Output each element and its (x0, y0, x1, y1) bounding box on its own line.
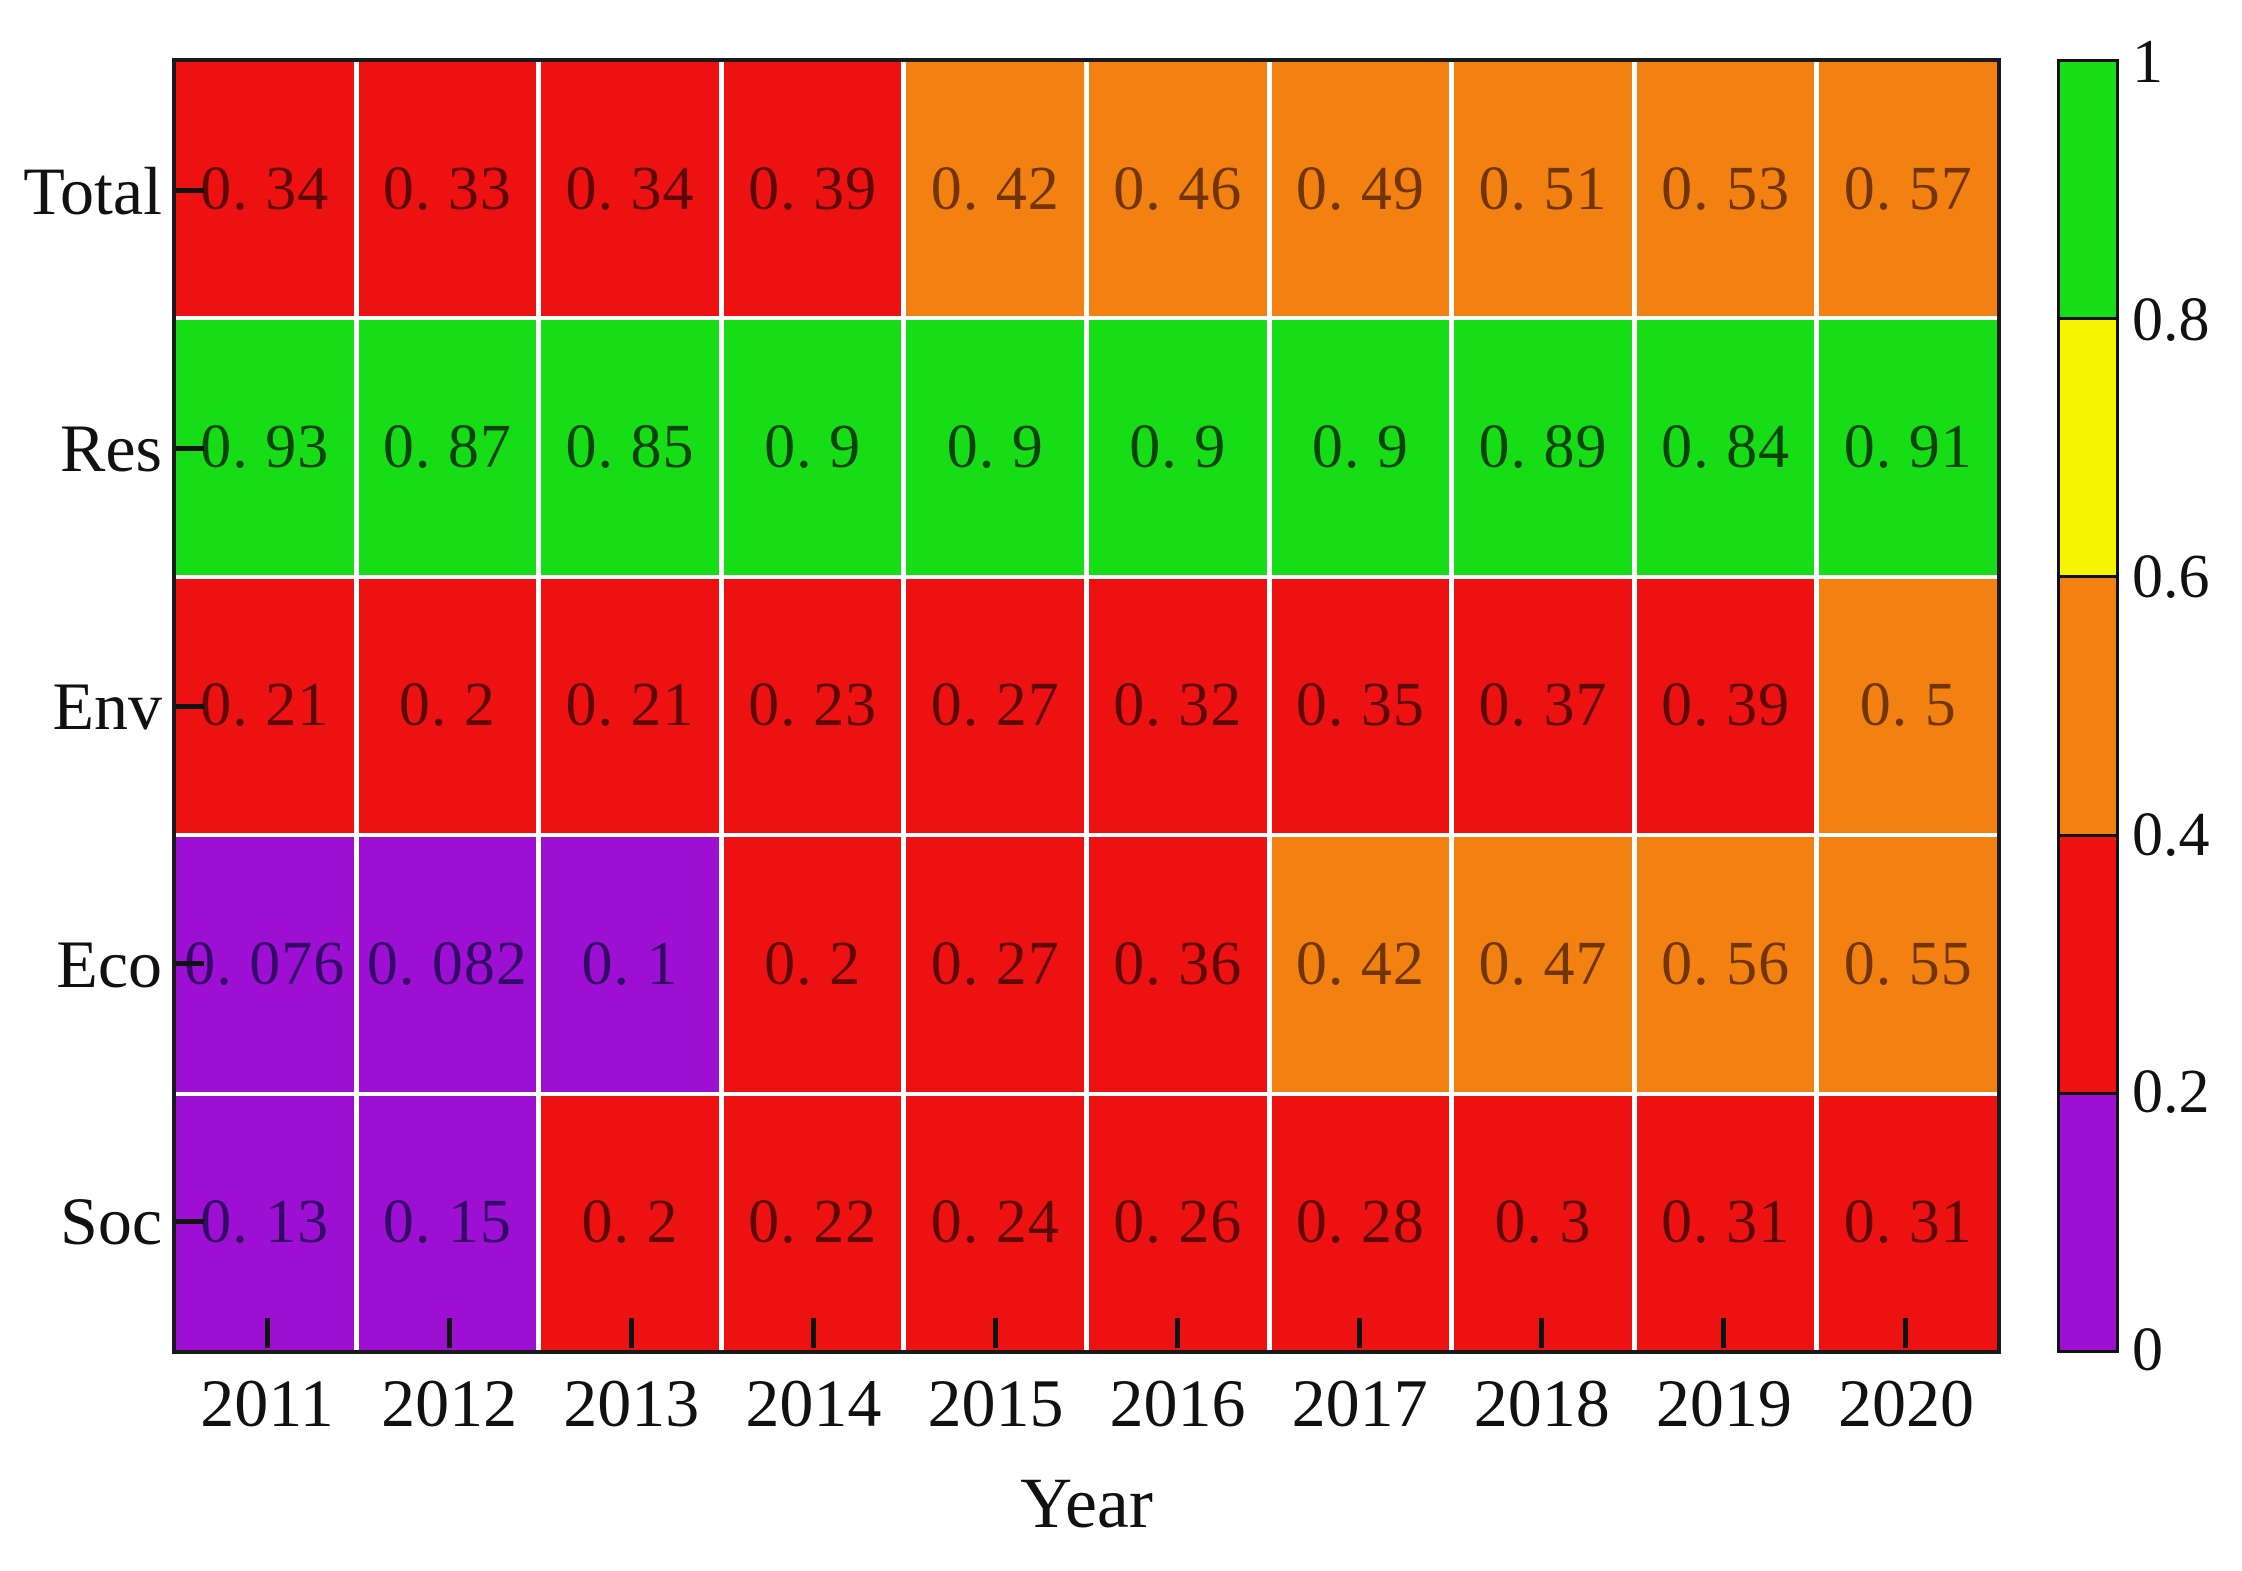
heatmap-cell-eco-2015: 0. 27 (906, 837, 1084, 1092)
heatmap-cell-soc-2016: 0. 26 (1089, 1095, 1267, 1350)
heatmap-cell-soc-2020: 0. 31 (1819, 1095, 1997, 1350)
heatmap-cell-res-2011: 0. 93 (176, 320, 354, 575)
heatmap-cell-eco-2011: 0. 076 (176, 837, 354, 1092)
colorbar-tick-label-0: 0 (2132, 1316, 2163, 1384)
x-tick-label-2013: 2013 (563, 1365, 700, 1441)
heatmap-cell-res-2015: 0. 9 (906, 320, 1084, 575)
heatmap-cell-res-2012: 0. 87 (358, 320, 537, 575)
heatmap-cell-res-2014: 0. 9 (723, 320, 902, 575)
heatmap-cell-res-2013: 0. 85 (541, 320, 719, 575)
colorbar-tick-label-0.8: 0.8 (2132, 285, 2210, 354)
heatmap-cell-env-2018: 0. 37 (1454, 578, 1632, 834)
heatmap-cell-soc-2013: 0. 2 (541, 1095, 719, 1350)
heatmap-cell-soc-2017: 0. 28 (1271, 1095, 1450, 1350)
heatmap-cell-env-2019: 0. 39 (1636, 578, 1815, 834)
heatmap-cell-total-2019: 0. 53 (1636, 62, 1815, 317)
heatmap-cell-eco-2013: 0. 1 (541, 837, 719, 1092)
heatmap-cell-env-2013: 0. 21 (541, 578, 719, 834)
colorbar-segment-yellow (2060, 317, 2116, 576)
colorbar (2057, 59, 2119, 1353)
x-tick-mark (810, 1318, 816, 1348)
y-tick-mark (176, 188, 204, 194)
x-tick-label-2014: 2014 (745, 1365, 882, 1441)
y-tick-mark (176, 445, 204, 451)
heatmap-cell-res-2019: 0. 84 (1636, 320, 1815, 575)
colorbar-segment-red (2060, 833, 2116, 1092)
colorbar-tick-label-0.4: 0.4 (2132, 800, 2210, 869)
heatmap-cell-soc-2011: 0. 13 (176, 1095, 354, 1350)
heatmap-cell-soc-2014: 0. 22 (723, 1095, 902, 1350)
x-tick-mark (1357, 1318, 1363, 1348)
heatmap-cell-total-2013: 0. 34 (541, 62, 719, 317)
heatmap-cell-env-2014: 0. 23 (723, 578, 902, 834)
x-tick-mark (264, 1318, 270, 1348)
heatmap-cell-total-2020: 0. 57 (1819, 62, 1997, 317)
heatmap-cell-eco-2017: 0. 42 (1271, 837, 1450, 1092)
heatmap-cell-eco-2016: 0. 36 (1089, 837, 1267, 1092)
x-tick-mark (1175, 1318, 1181, 1348)
heatmap-cell-total-2018: 0. 51 (1454, 62, 1632, 317)
heatmap-cell-env-2020: 0. 5 (1819, 578, 1997, 834)
heatmap-cell-env-2011: 0. 21 (176, 578, 354, 834)
x-tick-label-2019: 2019 (1655, 1365, 1792, 1441)
heatmap-cell-eco-2014: 0. 2 (723, 837, 902, 1092)
heatmap-cell-soc-2012: 0. 15 (358, 1095, 537, 1350)
heatmap-cell-total-2014: 0. 39 (723, 62, 902, 317)
x-tick-label-2020: 2020 (1837, 1365, 1974, 1441)
heatmap-cell-res-2020: 0. 91 (1819, 320, 1997, 575)
x-tick-mark (992, 1318, 998, 1348)
y-tick-label-env: Env (52, 668, 162, 744)
y-tick-mark (176, 703, 204, 709)
heatmap-cell-env-2015: 0. 27 (906, 578, 1084, 834)
y-tick-mark (176, 1218, 204, 1224)
x-tick-mark (1721, 1318, 1727, 1348)
y-tick-label-total: Total (23, 152, 162, 229)
colorbar-segment-orange (2060, 575, 2116, 834)
heatmap-cell-env-2012: 0. 2 (358, 578, 537, 834)
x-tick-mark (628, 1318, 634, 1348)
heatmap-cell-soc-2018: 0. 3 (1454, 1095, 1632, 1350)
heatmap-cell-env-2016: 0. 32 (1089, 578, 1267, 834)
x-tick-label-2018: 2018 (1473, 1365, 1610, 1441)
colorbar-tick-label-1: 1 (2132, 28, 2163, 96)
heatmap-cell-res-2017: 0. 9 (1271, 320, 1450, 575)
heatmap-cell-total-2017: 0. 49 (1271, 62, 1450, 317)
y-tick-label-res: Res (60, 410, 162, 487)
heatmap-cell-eco-2019: 0. 56 (1636, 837, 1815, 1092)
y-tick-label-soc: Soc (60, 1183, 162, 1260)
colorbar-segment-green (2060, 62, 2116, 318)
x-tick-label-2017: 2017 (1291, 1365, 1428, 1441)
x-tick-mark (446, 1318, 452, 1348)
colorbar-tick-label-0.6: 0.6 (2132, 543, 2210, 612)
heatmap-cell-soc-2019: 0. 31 (1636, 1095, 1815, 1350)
x-tick-mark (1539, 1318, 1545, 1348)
x-tick-label-2012: 2012 (381, 1365, 518, 1441)
heatmap-cell-total-2016: 0. 46 (1089, 62, 1267, 317)
heatmap-cell-total-2015: 0. 42 (906, 62, 1084, 317)
x-axis-title: Year (1020, 1463, 1153, 1543)
plot-area: 0. 34 0. 33 0. 34 0. 39 0. 42 0. 46 0. 49 0. 51… (172, 58, 2001, 1354)
x-tick-label-2011: 2011 (200, 1365, 334, 1441)
colorbar-segment-purple (2060, 1091, 2116, 1351)
heatmap-cell-soc-2015: 0. 24 (906, 1095, 1084, 1350)
heatmap-cell-eco-2018: 0. 47 (1454, 837, 1632, 1092)
y-tick-label-eco: Eco (56, 925, 162, 1002)
heatmap-cell-total-2011: 0. 34 (176, 62, 354, 317)
heatmap-cell-eco-2020: 0. 55 (1819, 837, 1997, 1092)
heatmap-cell-res-2016: 0. 9 (1089, 320, 1267, 575)
colorbar-tick-label-0.2: 0.2 (2132, 1058, 2210, 1127)
x-tick-label-2015: 2015 (927, 1365, 1064, 1441)
y-tick-mark (176, 961, 204, 967)
heatmap-cell-eco-2012: 0. 082 (358, 837, 537, 1092)
heatmap-cell-total-2012: 0. 33 (358, 62, 537, 317)
x-tick-label-2016: 2016 (1109, 1365, 1246, 1441)
heatmap-cell-res-2018: 0. 89 (1454, 320, 1632, 575)
heatmap-cell-env-2017: 0. 35 (1271, 578, 1450, 834)
x-tick-mark (1903, 1318, 1909, 1348)
